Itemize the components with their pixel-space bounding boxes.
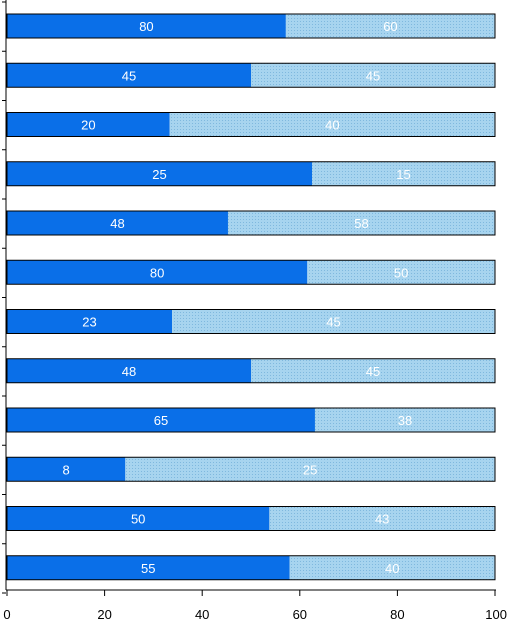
bar-label-series1: 50 — [131, 512, 145, 527]
bar-segment-series1 — [7, 14, 286, 38]
bar-segment-series1 — [7, 260, 308, 285]
bars-layer: 80 60 45 45 20 40 25 15 48 58 80 50 23 45 48 45 65 38 8 25 5… — [6, 13, 496, 581]
bar-segment-series1 — [7, 408, 315, 432]
bar-segment-series2 — [314, 408, 495, 432]
bar-label-series2: 45 — [366, 68, 380, 83]
x-tick-label: 100 — [485, 607, 507, 622]
bar-segment-series2 — [227, 211, 495, 235]
bar-label-series2: 40 — [325, 118, 339, 133]
bar-label-series2: 50 — [394, 265, 408, 280]
bar-outline — [6, 506, 496, 531]
bar-segment-series1 — [7, 555, 290, 580]
bar-outline — [6, 259, 496, 285]
bar-outline — [6, 456, 496, 482]
bar-label-series1: 55 — [141, 561, 155, 576]
bar-label-series2: 40 — [385, 561, 399, 576]
bar-outline — [6, 210, 496, 236]
bar-label-series1: 25 — [152, 167, 166, 182]
bar-label-series1: 45 — [122, 68, 136, 83]
bar-label-series2: 15 — [396, 167, 410, 182]
bar-label-series2: 60 — [383, 19, 397, 34]
bar-label-series2: 45 — [366, 364, 380, 379]
bar-segment-series1 — [7, 506, 270, 531]
bar-segment-series2 — [172, 309, 495, 334]
bar-label-series1: 23 — [82, 315, 96, 330]
bar-segment-series1 — [7, 211, 228, 235]
bar-label-series2: 58 — [354, 216, 368, 231]
bar-label-series1: 80 — [150, 265, 164, 280]
bar-outline — [6, 309, 496, 334]
bar-segment-series2 — [289, 555, 495, 580]
bar-label-series1: 48 — [122, 364, 136, 379]
bar-outline — [6, 13, 496, 39]
bar-label-series2: 45 — [326, 315, 340, 330]
bar-outline — [6, 62, 496, 88]
bar-label-series1: 65 — [154, 413, 168, 428]
bar-label-series2: 25 — [303, 462, 317, 477]
bar-segment-series2 — [251, 63, 495, 88]
bar-segment-series1 — [7, 358, 251, 383]
x-axis-ticks: 0 20 40 60 80 100 — [3, 590, 507, 622]
x-tick-label: 60 — [293, 607, 307, 622]
bar-label-series2: 43 — [375, 512, 389, 527]
bar-outline — [6, 112, 496, 137]
bar-segment-series2 — [251, 358, 495, 383]
bar-segment-series2 — [125, 457, 495, 482]
bar-segment-series1 — [7, 309, 173, 334]
bar-segment-series2 — [312, 161, 495, 186]
bar-label-series1: 8 — [63, 462, 70, 477]
bar-segment-series1 — [7, 63, 251, 88]
bar-label-series1: 20 — [81, 118, 95, 133]
bar-label-series1: 48 — [110, 216, 124, 231]
bar-segment-series2 — [307, 260, 495, 285]
bar-segment-series2 — [169, 112, 495, 137]
bar-label-series2: 38 — [398, 413, 412, 428]
x-tick-label: 20 — [97, 607, 111, 622]
bar-outline — [6, 358, 496, 384]
bar-segment-series2 — [285, 14, 495, 38]
bar-segment-series2 — [269, 506, 495, 531]
bar-segment-series1 — [7, 161, 312, 186]
bar-outline — [6, 407, 496, 433]
x-tick-label: 80 — [390, 607, 404, 622]
bar-label-series1: 80 — [139, 19, 153, 34]
x-tick-label: 40 — [195, 607, 209, 622]
bar-outline — [6, 161, 496, 187]
x-tick-label: 0 — [3, 607, 10, 622]
y-axis-ticks — [2, 1, 6, 594]
bar-outline — [6, 555, 496, 581]
bar-segment-series1 — [7, 457, 126, 482]
bar-segment-series1 — [7, 112, 170, 137]
